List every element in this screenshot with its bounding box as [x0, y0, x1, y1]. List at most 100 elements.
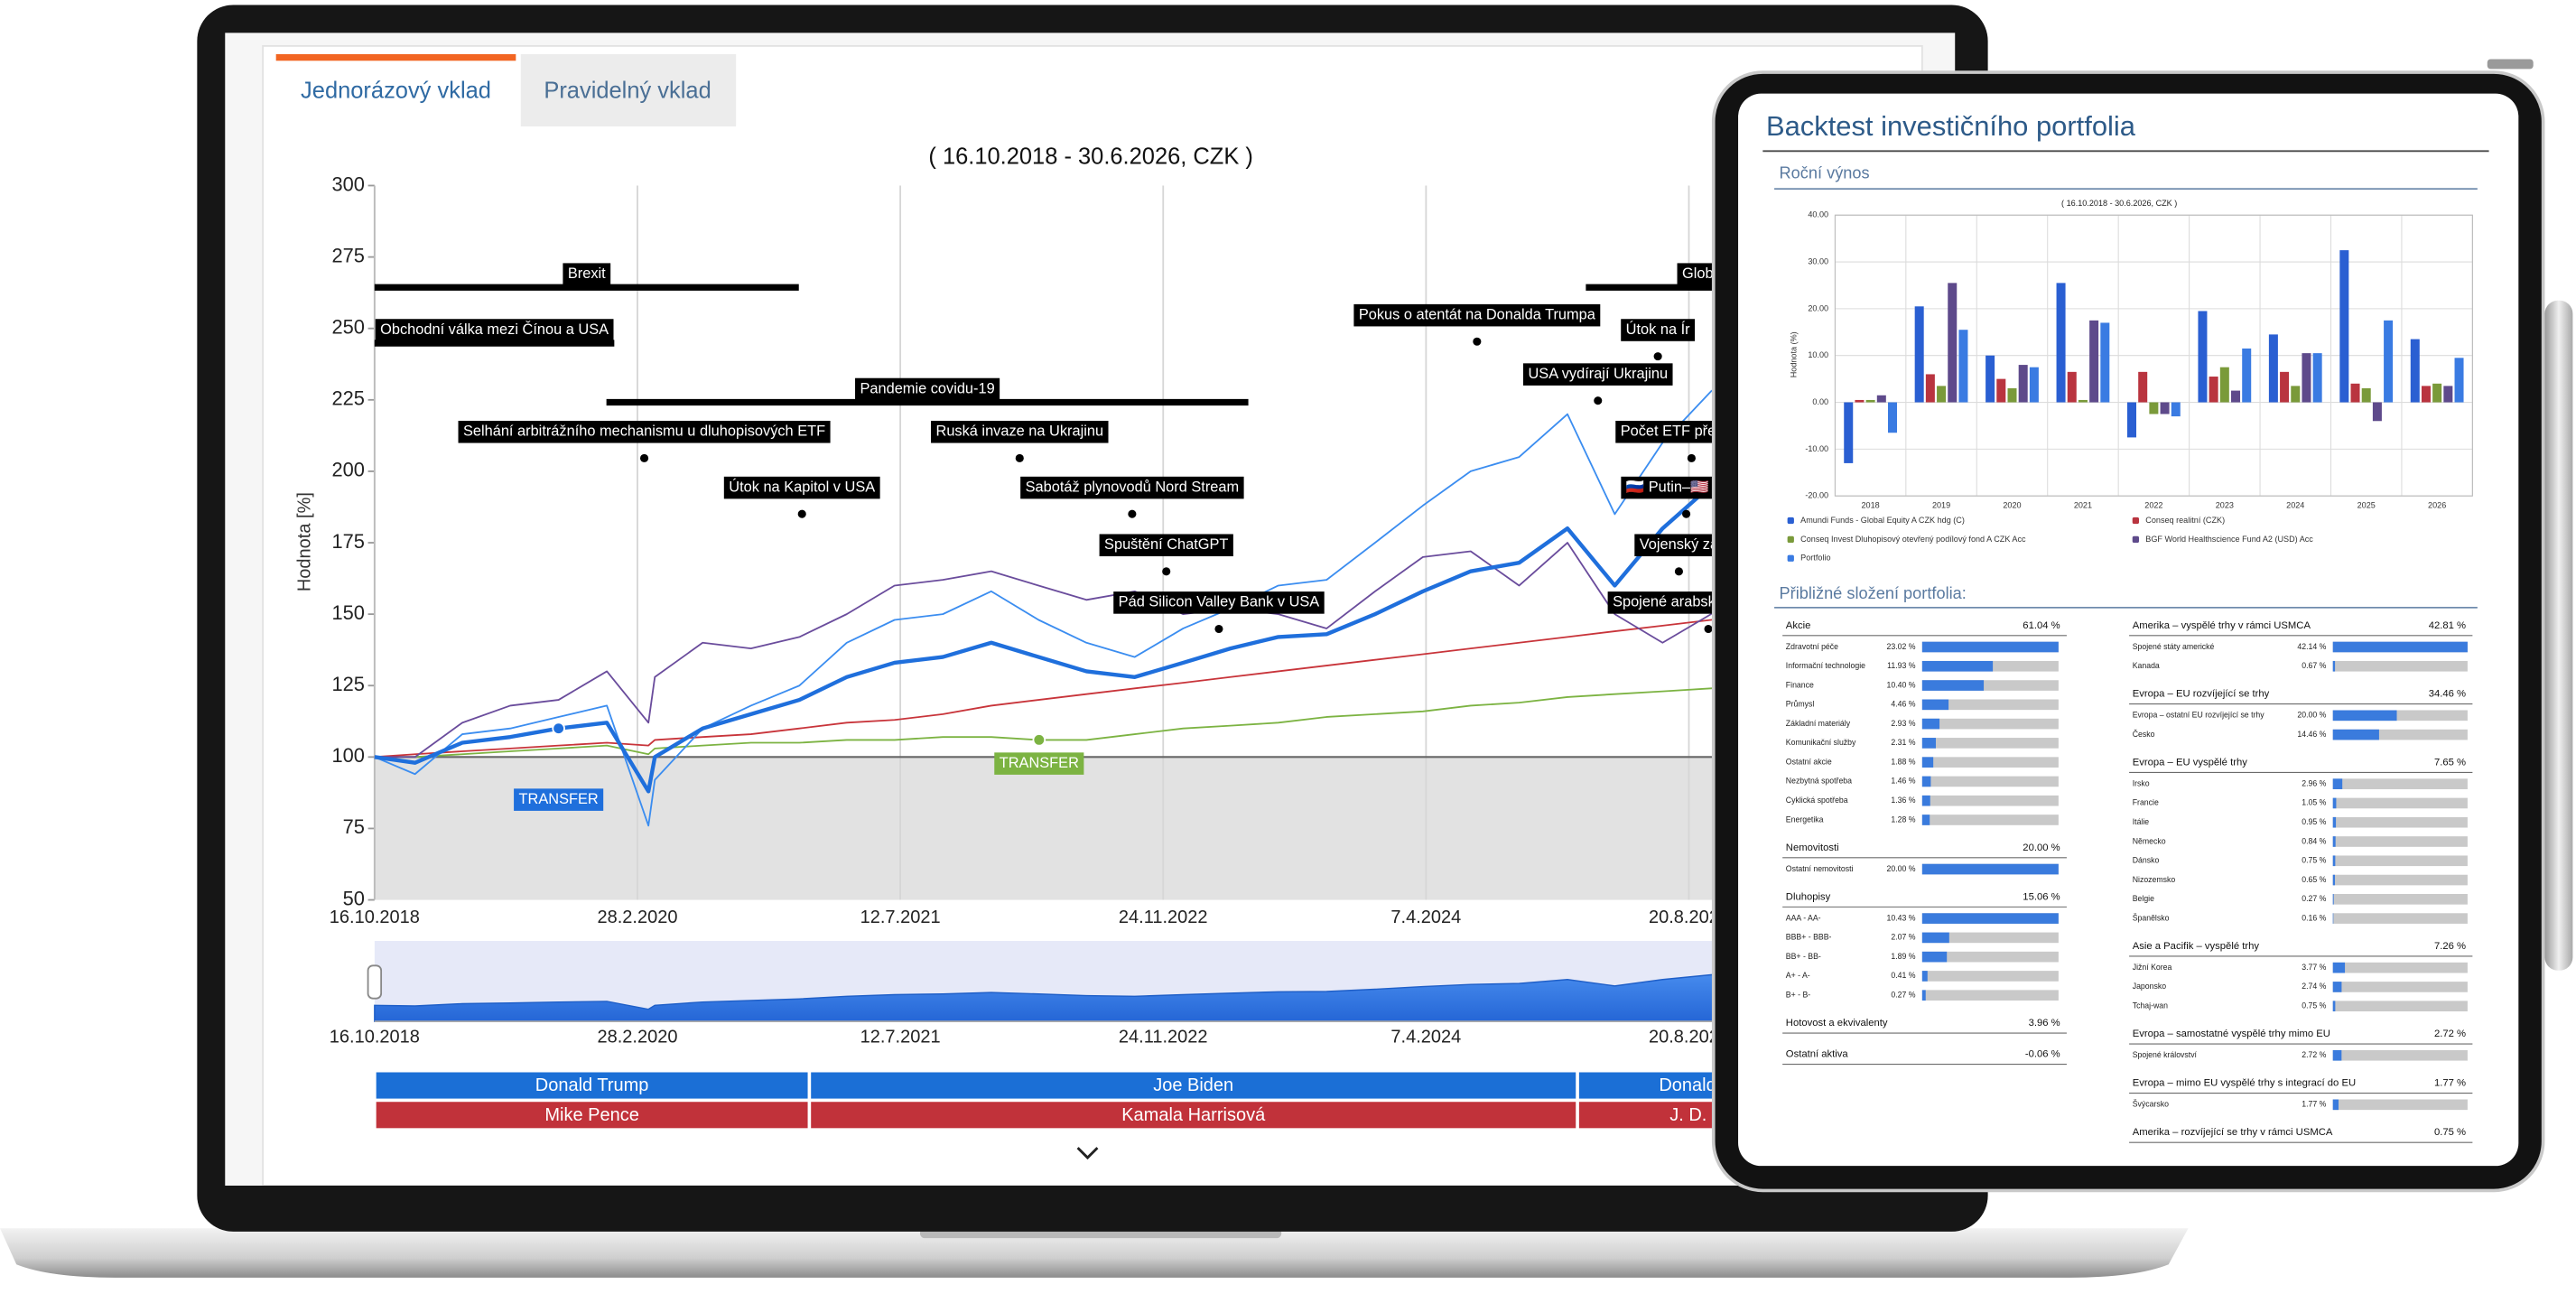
item-name: B+ - B-	[1786, 991, 1810, 1000]
bar	[2160, 402, 2170, 414]
item-value: 10.40 %	[1887, 680, 1916, 689]
item-bar-track	[2332, 710, 2468, 721]
expand-chevron[interactable]	[1076, 1147, 1099, 1160]
item-value: 20.00 %	[2297, 711, 2326, 720]
legend-swatch	[1787, 517, 1794, 525]
chart-subtitle: ( 16.10.2018 - 30.6.2026, CZK )	[2061, 199, 2177, 208]
y-tick-label: 0.00	[1812, 397, 1828, 406]
legend-label: Amundi Funds - Global Equity A CZK hdg (…	[1800, 516, 1965, 525]
series-line	[374, 426, 1855, 794]
item-bar	[2332, 1001, 2336, 1012]
bar	[2421, 386, 2431, 403]
item-name: Zdravotní péče	[1786, 642, 1838, 651]
item-name: Španělsko	[2133, 913, 2170, 922]
x-tick-label: 2018	[1862, 501, 1880, 510]
group-name: Dluhopisy	[1786, 891, 1831, 902]
transfer-label-bg	[514, 788, 604, 811]
item-name: Ostatní akcie	[1786, 757, 1832, 766]
group-total: 7.65 %	[2434, 758, 2466, 768]
bar	[2029, 367, 2039, 403]
event-label: Útok na Ír	[1626, 321, 1690, 338]
navigator-tick-label: 12.7.2021	[860, 1028, 941, 1047]
item-bar-track	[1921, 738, 2059, 749]
navigator-tick-label: 7.4.2024	[1390, 1028, 1461, 1047]
item-bar-track	[2332, 894, 2468, 905]
tablet-content: -20.00 -10.00 0.00 10.00 20.00 30.00 40.00 2018…	[1782, 210, 2473, 1143]
bar	[1855, 399, 1865, 403]
bar	[1844, 402, 1854, 463]
bar	[2138, 371, 2148, 403]
item-value: 1.05 %	[2302, 798, 2326, 807]
navigator-tick-label: 24.11.2022	[1119, 1028, 1208, 1047]
tab-label[interactable]: Jednorázový vklad	[301, 79, 491, 104]
item-value: 2.96 %	[2302, 778, 2326, 787]
legend-swatch	[2132, 535, 2140, 544]
series-line	[374, 542, 1855, 759]
y-tick-label: 175	[332, 530, 365, 553]
item-bar	[2332, 1099, 2339, 1111]
item-name: Kanada	[2133, 661, 2160, 670]
item-bar-track	[1921, 680, 2059, 691]
item-value: 0.41 %	[1891, 971, 1915, 980]
event-label-bg	[563, 263, 611, 285]
item-bar	[1921, 863, 2059, 875]
item-name: Dánsko	[2133, 856, 2160, 865]
item-bar-track	[2332, 874, 2468, 886]
item-name: Spojené státy americké	[2133, 642, 2215, 651]
item-value: 2.31 %	[1891, 738, 1915, 747]
tablet-title: Backtest investičního portfolia	[1766, 110, 2136, 142]
item-value: 2.72 %	[2302, 1050, 2326, 1059]
bar	[2171, 402, 2181, 417]
transfer-marker	[552, 721, 565, 735]
event-label-bg	[1020, 476, 1244, 499]
group-total: -0.06 %	[2025, 1049, 2060, 1060]
term-label: Donald Trump	[535, 1075, 649, 1095]
bar	[2067, 371, 2077, 403]
bar	[2056, 283, 2066, 403]
item-bar-track	[2332, 1001, 2468, 1012]
x-tick-label: 16.10.2018	[330, 908, 420, 927]
item-bar	[2332, 641, 2468, 653]
y-axis-label: Hodnota [%]	[295, 492, 315, 591]
bar	[2302, 353, 2311, 403]
y-tick-label: 10.00	[1808, 350, 1828, 359]
bar	[2410, 339, 2420, 403]
item-bar-track	[2332, 855, 2468, 867]
y-axis-label: Hodnota (%)	[1789, 331, 1798, 377]
item-bar	[1921, 757, 1934, 768]
legend-swatch	[1787, 554, 1794, 562]
navigator-handle[interactable]	[367, 964, 383, 1000]
item-bar-track	[2332, 982, 2468, 992]
bar	[1948, 283, 1958, 403]
item-bar-track	[2332, 778, 2468, 789]
event-point	[1674, 567, 1683, 576]
event-label: Obchodní válka mezi Čínou a USA	[380, 321, 609, 338]
item-value: 0.75 %	[2302, 856, 2326, 865]
item-name: BBB+ - BBB-	[1786, 933, 1832, 942]
chart-subtitle: ( 16.10.2018 - 30.6.2026, CZK )	[928, 144, 1252, 169]
item-bar-track	[1921, 990, 2059, 1001]
group-total: 15.06 %	[2023, 891, 2060, 902]
y-tick-label: 250	[332, 315, 365, 338]
legend-swatch	[2132, 517, 2140, 525]
event-label: Brexit	[568, 265, 606, 282]
item-bar-track	[1921, 815, 2059, 825]
item-bar	[2332, 729, 2379, 740]
tab-inactive[interactable]	[520, 54, 737, 127]
x-tick-label: 2026	[2428, 501, 2446, 510]
bar	[1996, 378, 2006, 403]
item-value: 2.74 %	[2302, 982, 2326, 991]
term-label: Kamala Harrisová	[1121, 1105, 1266, 1125]
group-total: 42.81 %	[2429, 620, 2466, 631]
item-name: Německo	[2133, 836, 2166, 845]
bar	[2291, 386, 2301, 403]
tab-active[interactable]	[275, 54, 516, 127]
event-label: Pád Silicon Valley Bank v USA	[1119, 594, 1320, 610]
item-name: Spojené království	[2133, 1050, 2198, 1059]
tab-label[interactable]: Pravidelný vklad	[544, 79, 711, 104]
navigator-tick-label: 16.10.2018	[330, 1028, 420, 1047]
item-value: 0.27 %	[2302, 894, 2326, 903]
event-label: Útok na Kapitol v USA	[729, 478, 875, 495]
item-name: Finance	[1786, 680, 1814, 689]
